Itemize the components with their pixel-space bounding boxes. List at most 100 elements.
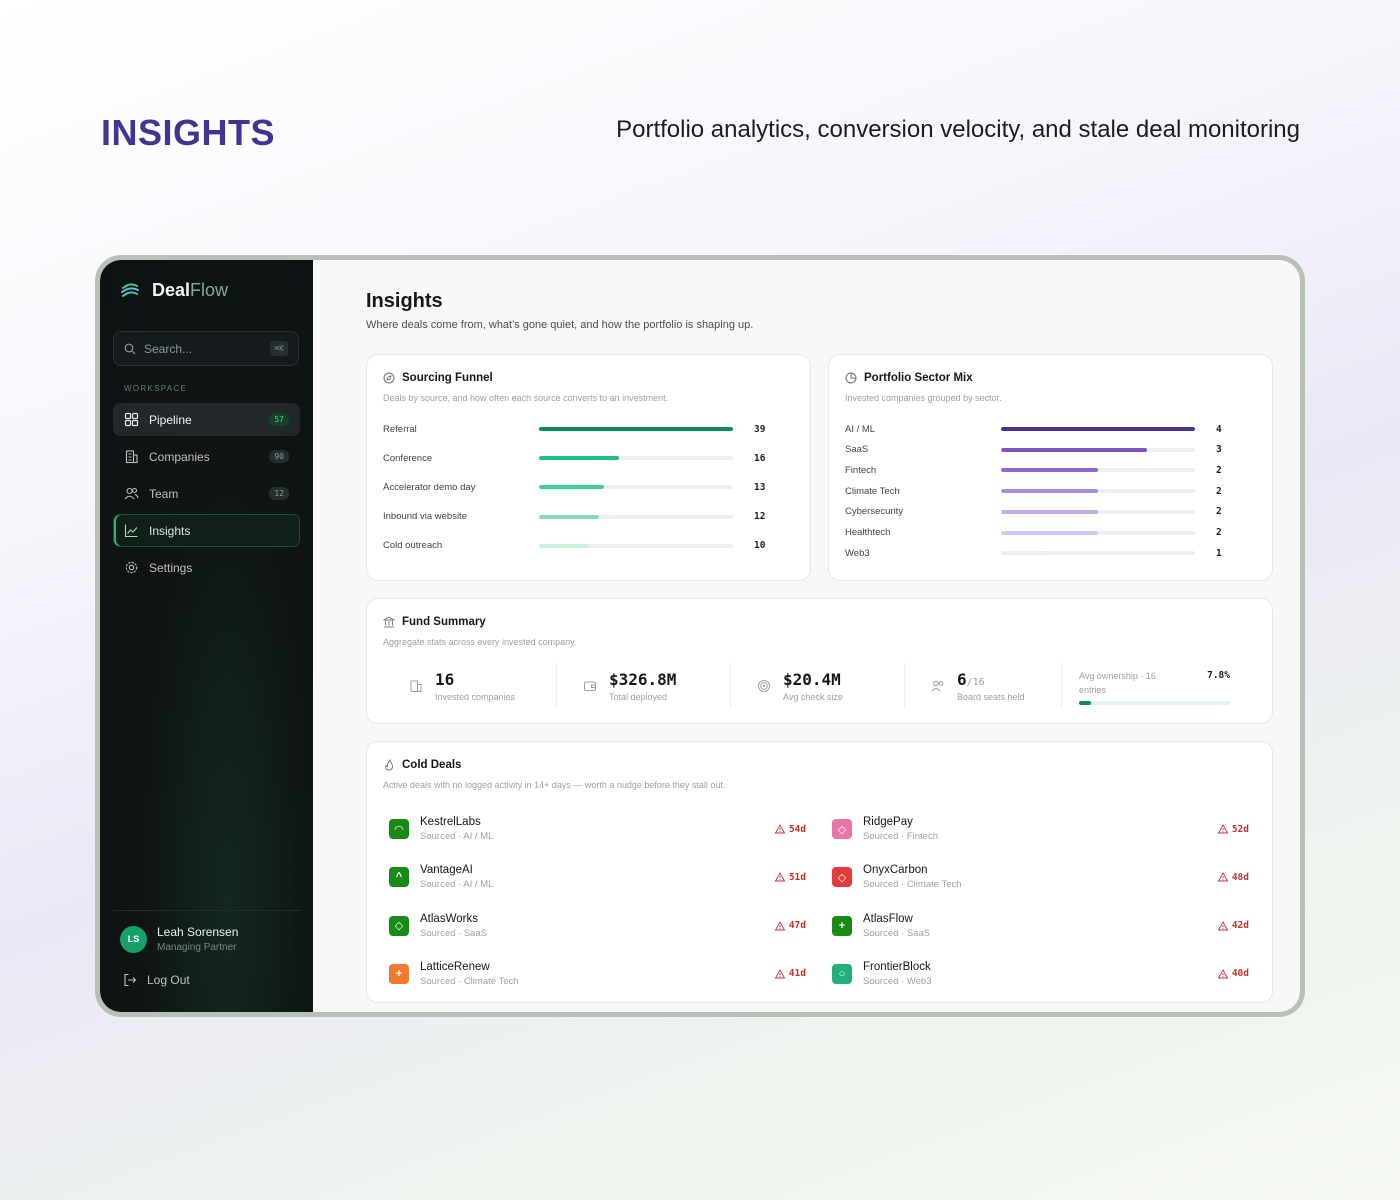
bar-value: 10 xyxy=(754,540,766,552)
cold-deal-item[interactable]: ^ VantageAI Sourced · AI / ML 51d xyxy=(389,857,806,897)
sector-mix-card: Portfolio Sector Mix Invested companies … xyxy=(828,354,1273,581)
brand-name: DealFlow xyxy=(152,280,228,301)
sidebar-item-team[interactable]: Team 12 xyxy=(113,477,300,510)
bar-track xyxy=(539,485,733,490)
card-header: Portfolio Sector Mix xyxy=(845,372,973,384)
cold-deals-card: Cold Deals Active deals with no logged a… xyxy=(366,741,1273,1003)
bar-label: Fintech xyxy=(845,464,877,476)
stat-value: 16 xyxy=(435,669,455,689)
page-subtitle: Where deals come from, what's gone quiet… xyxy=(366,319,754,331)
sector-row: AI / ML 4 xyxy=(845,421,1256,437)
sidebar-item-insights[interactable]: Insights xyxy=(113,514,300,547)
bar-value: 3 xyxy=(1216,444,1222,456)
bar-value: 2 xyxy=(1216,464,1222,476)
bar-track xyxy=(1001,551,1195,556)
cold-deal-item[interactable]: ○ FrontierBlock Sourced · Web3 40d xyxy=(832,954,1249,994)
card-title: Cold Deals xyxy=(402,759,462,771)
deal-age-value: 54d xyxy=(788,823,806,835)
deal-age-value: 52d xyxy=(1231,823,1249,835)
stat-label: Board seats held xyxy=(957,691,1025,702)
cold-deal-item[interactable]: + AtlasFlow Sourced · SaaS 42d xyxy=(832,906,1249,946)
brand[interactable]: DealFlow xyxy=(120,280,228,301)
bar-fill xyxy=(1001,509,1098,514)
ownership-value: 7.8% xyxy=(1207,670,1230,681)
stat-value: $20.4M xyxy=(783,669,841,689)
avatar: LS xyxy=(120,925,147,953)
deal-company-name: VantageAI xyxy=(420,864,473,877)
bar-track xyxy=(1001,427,1195,431)
sidebar-item-label: Insights xyxy=(149,523,191,538)
logout-button[interactable]: Log Out xyxy=(123,973,190,987)
deal-meta: Sourced · SaaS xyxy=(420,927,488,939)
companies-count-badge: 90 xyxy=(269,450,289,463)
deal-meta: Sourced · AI / ML xyxy=(420,831,494,842)
sidebar-item-companies[interactable]: Companies 90 xyxy=(113,440,300,473)
bar-track xyxy=(539,427,733,431)
deal-stale-age: 52d xyxy=(1217,823,1249,835)
company-logo-icon: ◇ xyxy=(832,819,852,839)
brand-name-strong: Deal xyxy=(152,280,191,300)
warning-icon xyxy=(774,872,785,882)
app-frame: DealFlow ⌘K WORKSPACE xyxy=(95,255,1305,1017)
deal-company-name: KestrelLabs xyxy=(420,816,481,828)
deal-text: OnyxCarbon Sourced · Climate Tech xyxy=(863,864,962,890)
bar-label: Climate Tech xyxy=(845,485,900,497)
deal-age-value: 48d xyxy=(1231,871,1249,883)
warning-icon xyxy=(1217,968,1228,979)
deal-company-name: AtlasWorks xyxy=(420,912,478,925)
company-logo-icon: ○ xyxy=(832,963,852,984)
bar-value: 2 xyxy=(1216,485,1222,497)
user-profile[interactable]: LS Leah Sorensen Managing Partner xyxy=(120,925,238,953)
bar-fill xyxy=(1001,530,1098,535)
dealflow-logo-icon xyxy=(121,282,139,297)
funnel-row: Accelerator demo day 13 xyxy=(383,479,794,495)
stat-avg-check-size: $20.4M Avg check size xyxy=(731,663,905,708)
card-header: Fund Summary xyxy=(383,616,486,628)
stat-avg-ownership: Avg ownership · 16 entries 7.8% xyxy=(1062,663,1256,708)
deal-age-value: 51d xyxy=(788,871,806,883)
warning-icon xyxy=(1217,872,1228,882)
cold-deal-item[interactable]: ◇ RidgePay Sourced · Fintech 52d xyxy=(832,809,1249,849)
bar-track xyxy=(1001,509,1195,514)
wallet-icon xyxy=(584,681,596,691)
bar-fill xyxy=(539,456,619,461)
fund-stats: 16 Invested companies $326.8M Total depl… xyxy=(383,663,1256,708)
user-role: Managing Partner xyxy=(157,942,237,953)
gear-icon xyxy=(125,561,138,574)
search-input[interactable] xyxy=(144,341,254,356)
bar-fill xyxy=(1001,447,1147,452)
deal-text: KestrelLabs Sourced · AI / ML xyxy=(420,816,493,842)
company-logo-icon: ◇ xyxy=(832,867,852,888)
cold-deal-item[interactable]: ◇ OnyxCarbon Sourced · Climate Tech 48d xyxy=(832,857,1249,897)
chart-line-icon xyxy=(124,524,138,538)
sidebar-item-pipeline[interactable]: Pipeline 57 xyxy=(113,403,300,436)
deal-text: VantageAI Sourced · AI / ML xyxy=(420,864,493,890)
deal-company-name: AtlasFlow xyxy=(863,912,913,925)
company-logo-icon: ^ xyxy=(389,867,409,888)
deal-age-value: 40d xyxy=(1231,968,1249,980)
sector-row: Healthtech 2 xyxy=(845,525,1256,541)
deal-stale-age: 47d xyxy=(774,920,806,931)
cold-deal-item[interactable]: ◇ AtlasWorks Sourced · SaaS 47d xyxy=(389,906,806,946)
bar-value: 13 xyxy=(754,481,766,493)
deal-company-name: FrontierBlock xyxy=(863,960,931,973)
sidebar-item-settings[interactable]: Settings xyxy=(113,551,300,584)
deal-company-name: RidgePay xyxy=(863,816,913,828)
bar-label: Cybersecurity xyxy=(845,506,904,518)
sector-row: Climate Tech 2 xyxy=(845,483,1256,499)
cold-deal-item[interactable]: + LatticeRenew Sourced · Climate Tech 41d xyxy=(389,954,806,994)
deal-company-name: OnyxCarbon xyxy=(863,864,928,877)
deal-stale-age: 42d xyxy=(1217,920,1249,932)
deal-text: RidgePay Sourced · Fintech xyxy=(863,816,938,842)
ownership-progress-track xyxy=(1079,701,1230,705)
hero-subtitle: Portfolio analytics, conversion velocity… xyxy=(616,116,1300,143)
sector-row: Fintech 2 xyxy=(845,462,1256,478)
bar-fill xyxy=(539,514,600,519)
deal-stale-age: 41d xyxy=(774,968,806,979)
compass-icon xyxy=(383,372,395,384)
deal-company-name: LatticeRenew xyxy=(420,960,490,973)
search-box[interactable]: ⌘K xyxy=(113,331,299,366)
cold-deal-item[interactable]: ◠ KestrelLabs Sourced · AI / ML 54d xyxy=(389,809,806,849)
deal-age-value: 42d xyxy=(1231,920,1249,932)
search-icon xyxy=(124,343,136,354)
